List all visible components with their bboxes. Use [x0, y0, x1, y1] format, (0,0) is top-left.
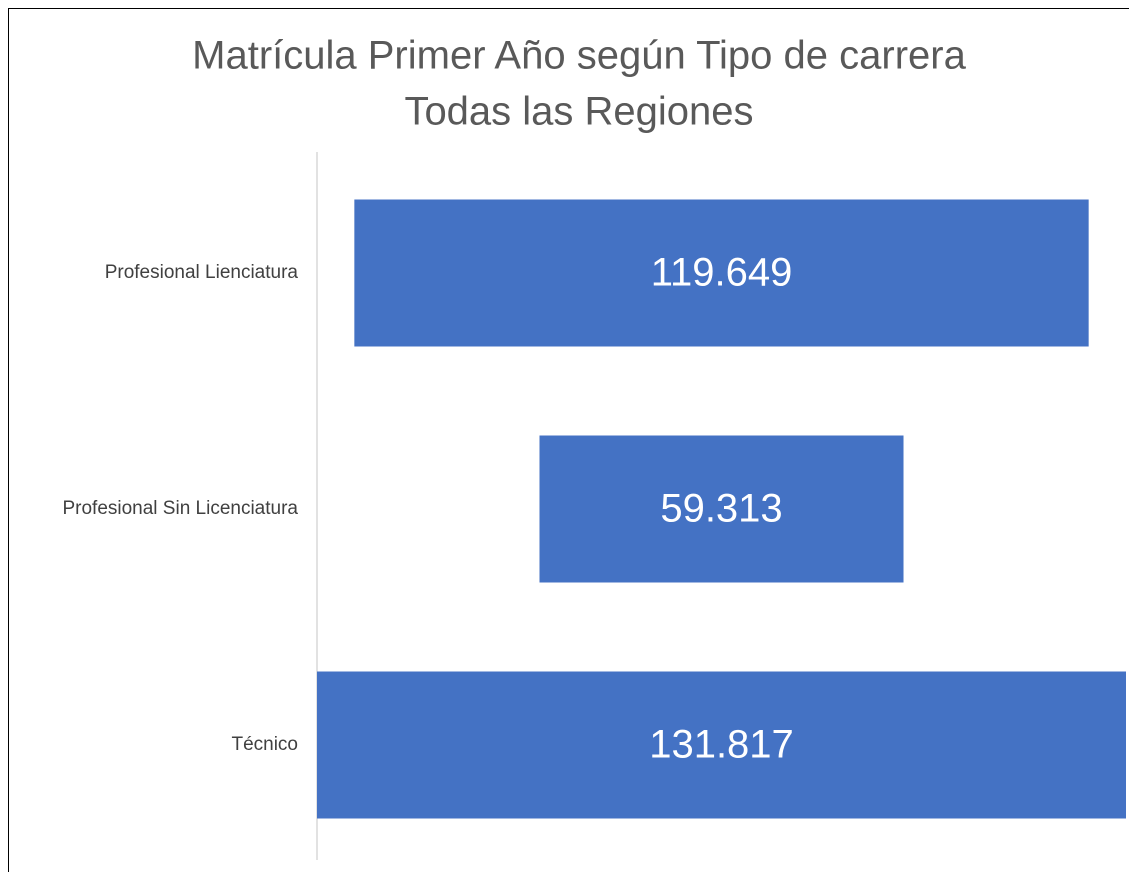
data-label: 119.649	[651, 251, 793, 295]
bar	[317, 671, 1126, 819]
category-label: Profesional Sin Licenciatura	[62, 498, 298, 519]
frame	[8, 8, 1129, 872]
data-label: 131.817	[649, 723, 794, 767]
bar	[539, 435, 904, 583]
chart-subtitle: Todas las Regiones	[404, 90, 753, 134]
category-label: Técnico	[231, 734, 298, 755]
bar	[354, 199, 1089, 347]
chart-title: Matrícula Primer Año según Tipo de carre…	[192, 34, 966, 78]
data-label: 59.313	[660, 487, 782, 531]
category-label: Profesional Lienciatura	[105, 262, 299, 283]
